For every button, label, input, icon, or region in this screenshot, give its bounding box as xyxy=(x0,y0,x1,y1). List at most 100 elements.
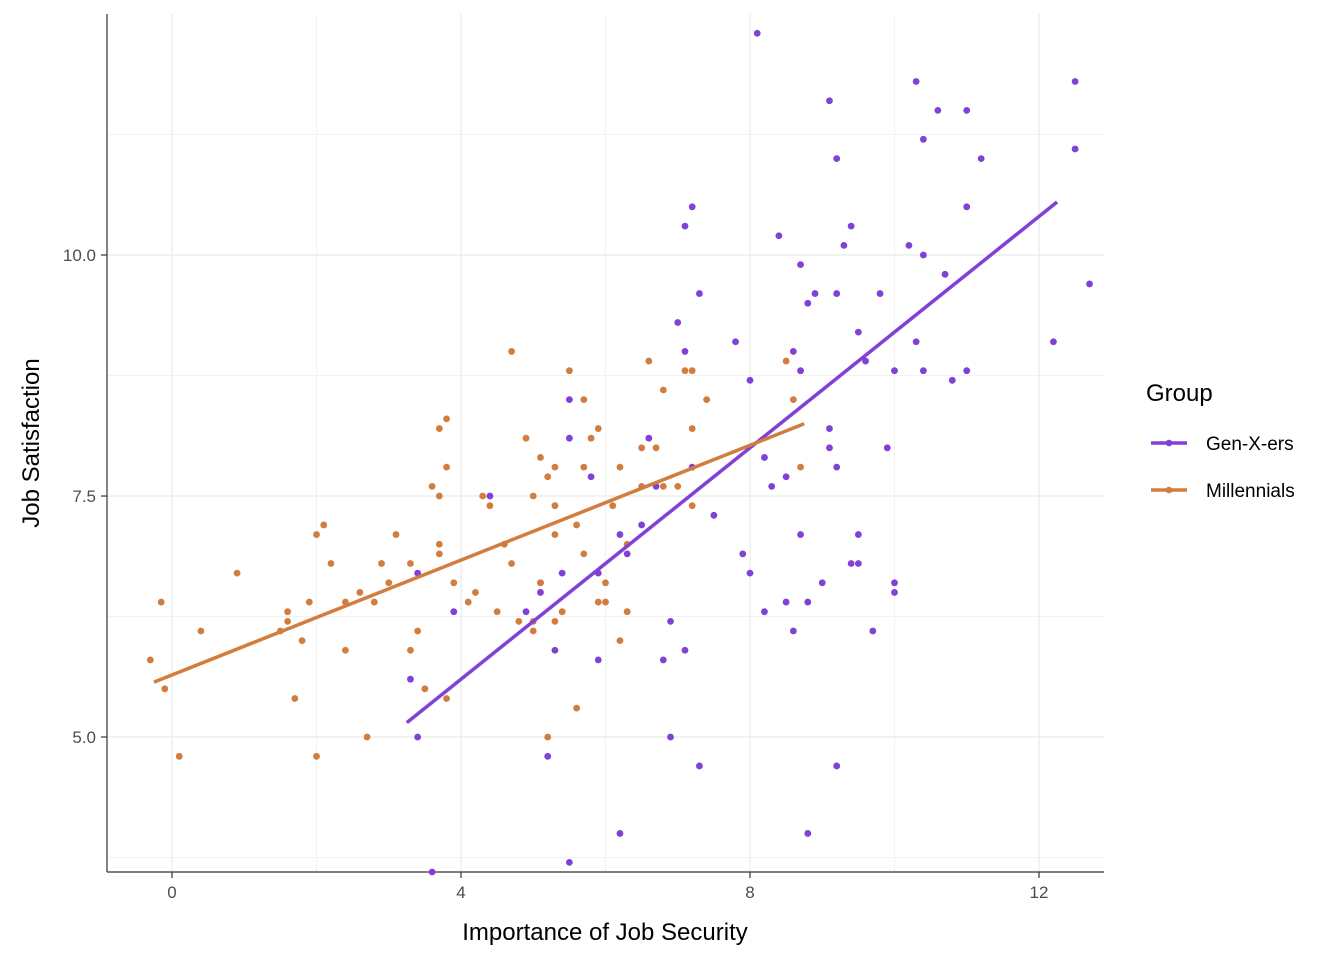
data-point xyxy=(508,560,515,567)
data-point xyxy=(681,646,689,654)
data-point xyxy=(782,473,790,481)
data-point xyxy=(826,97,833,105)
data-point xyxy=(327,560,335,567)
data-point xyxy=(652,444,660,452)
data-point xyxy=(443,415,450,423)
data-point xyxy=(818,579,826,587)
data-point xyxy=(681,222,689,230)
data-point xyxy=(551,646,559,654)
data-point xyxy=(435,540,443,548)
data-point xyxy=(544,752,552,760)
data-point xyxy=(522,608,530,616)
grid-major xyxy=(107,14,1104,872)
data-point xyxy=(529,627,537,635)
y-axis-title: Job Satisfaction xyxy=(18,358,45,527)
data-point xyxy=(580,550,588,558)
data-point xyxy=(587,434,595,442)
data-point xyxy=(659,482,667,490)
data-point xyxy=(1050,338,1057,346)
data-point xyxy=(804,598,812,606)
data-point xyxy=(594,656,602,664)
data-point xyxy=(919,135,927,143)
data-point xyxy=(529,492,537,500)
data-point xyxy=(522,434,530,442)
x-tick-label: 4 xyxy=(456,883,465,902)
data-point xyxy=(623,550,631,558)
data-point xyxy=(407,675,414,683)
data-point xyxy=(233,569,241,577)
data-point xyxy=(797,367,804,375)
series-points xyxy=(146,29,1093,876)
data-point xyxy=(768,482,776,490)
x-axis-title: Importance of Job Security xyxy=(462,919,747,946)
data-point xyxy=(356,589,364,596)
data-point xyxy=(811,290,819,297)
data-point xyxy=(407,646,414,654)
data-point xyxy=(891,589,898,596)
data-point xyxy=(392,531,400,538)
fit-lines xyxy=(153,200,1059,724)
data-point xyxy=(869,627,877,635)
data-point xyxy=(674,482,682,490)
data-point xyxy=(674,319,682,326)
data-point xyxy=(854,328,862,336)
data-point xyxy=(688,367,696,375)
data-point xyxy=(493,608,501,616)
legend-key-point xyxy=(1165,486,1173,494)
data-point xyxy=(313,752,320,760)
data-point xyxy=(1071,78,1079,85)
y-tick-label: 7.5 xyxy=(72,487,96,506)
data-point xyxy=(753,29,761,37)
data-point xyxy=(544,473,552,481)
data-point xyxy=(291,695,299,702)
legend-item-millennials: Millennials xyxy=(1151,481,1295,502)
data-point xyxy=(789,627,797,635)
legend-key-point xyxy=(1165,439,1173,447)
data-point xyxy=(161,685,169,693)
data-point xyxy=(797,261,804,269)
data-point xyxy=(551,502,559,510)
fit-line-gen-x-ers xyxy=(405,200,1059,724)
data-point xyxy=(594,425,602,432)
data-point xyxy=(407,560,414,567)
data-point xyxy=(963,367,971,375)
data-point xyxy=(551,617,559,625)
legend: Group Gen-X-ers Millennials xyxy=(1146,380,1295,502)
data-point xyxy=(696,762,703,770)
data-point xyxy=(370,598,378,606)
data-point xyxy=(1086,280,1093,288)
data-point xyxy=(797,531,804,538)
data-point xyxy=(739,550,747,558)
data-point xyxy=(197,627,205,635)
data-point xyxy=(602,579,609,587)
axes xyxy=(106,14,1104,873)
data-point xyxy=(594,598,602,606)
data-point xyxy=(298,637,306,645)
data-point xyxy=(833,290,841,297)
series-gen-x-ers xyxy=(407,29,1093,876)
data-point xyxy=(710,511,718,519)
data-point xyxy=(537,454,544,461)
data-point xyxy=(551,463,559,471)
data-point xyxy=(565,396,573,404)
y-ticks: 5.0 7.5 10.0 xyxy=(63,246,107,747)
data-point xyxy=(963,107,971,114)
data-point xyxy=(854,531,862,538)
data-point xyxy=(681,348,689,355)
data-point xyxy=(782,357,790,365)
data-point xyxy=(963,203,971,211)
data-point xyxy=(443,463,450,471)
data-point xyxy=(883,444,891,452)
data-point xyxy=(305,598,313,606)
data-point xyxy=(833,463,841,471)
data-point xyxy=(565,858,573,866)
y-tick-label: 10.0 xyxy=(63,246,96,265)
data-point xyxy=(789,348,797,355)
data-point xyxy=(696,290,703,297)
data-point xyxy=(428,482,436,490)
data-point xyxy=(342,646,349,654)
data-point xyxy=(667,733,674,741)
data-point xyxy=(623,608,631,616)
data-point xyxy=(667,617,674,625)
data-point xyxy=(414,733,422,741)
